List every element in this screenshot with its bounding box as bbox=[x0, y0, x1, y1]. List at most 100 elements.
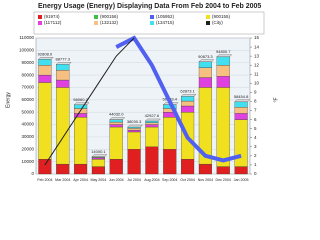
bar-segment bbox=[109, 124, 123, 128]
y2-tick-label: 5 bbox=[254, 126, 257, 131]
total-label: 58454.8 bbox=[234, 94, 249, 99]
total-label: 62873.1 bbox=[180, 88, 195, 93]
bar-segment bbox=[181, 159, 195, 175]
line-series bbox=[44, 37, 135, 166]
y-tick-label: 70000 bbox=[21, 85, 34, 90]
y2-tick-label: 2 bbox=[254, 153, 257, 158]
bar-segment bbox=[216, 166, 230, 175]
bar-segment bbox=[234, 113, 248, 120]
bar-segment bbox=[198, 67, 212, 78]
y-tick-label: 110000 bbox=[19, 35, 34, 40]
y2-tick-label: 4 bbox=[254, 135, 257, 140]
bar-segment bbox=[234, 119, 248, 167]
y2-tick-label: 15 bbox=[254, 35, 260, 40]
x-tick-label: Oct 2004 bbox=[180, 178, 195, 182]
bar-segment bbox=[127, 129, 141, 133]
total-label: 44032.0 bbox=[109, 112, 124, 117]
chart-title: Energy Usage (Energy) Displaying Data Fr… bbox=[38, 3, 261, 10]
plot-area bbox=[35, 37, 251, 175]
bar-top bbox=[145, 118, 161, 122]
bar-segment bbox=[198, 61, 212, 68]
y-tick-label: 30000 bbox=[21, 134, 34, 139]
y2-axis-label: °F bbox=[273, 97, 279, 102]
y-axis-label: Energy bbox=[5, 92, 11, 108]
bar-top bbox=[180, 94, 197, 97]
bar-top bbox=[55, 62, 72, 65]
y2-tick-label: 7 bbox=[254, 108, 257, 113]
bar-segment bbox=[127, 128, 141, 131]
y-tick-label: 90000 bbox=[21, 60, 34, 65]
y-tick-label: 100000 bbox=[19, 48, 35, 53]
y2-tick-label: 14 bbox=[254, 44, 260, 49]
legend-label: (132132) bbox=[100, 20, 119, 25]
y2-tick-label: 13 bbox=[254, 53, 260, 58]
bar-segment bbox=[145, 122, 159, 125]
y-tick-label: 0 bbox=[31, 171, 34, 176]
total-label: 14000.1 bbox=[91, 149, 106, 154]
bar-segment bbox=[216, 76, 230, 88]
bar-segment bbox=[234, 166, 248, 175]
bar-segment bbox=[56, 79, 70, 88]
y2-tick-label: 0 bbox=[254, 171, 257, 176]
bar-segment bbox=[127, 131, 141, 150]
y-tick-label: 60000 bbox=[21, 97, 34, 102]
total-label: 56060.2 bbox=[73, 97, 88, 102]
bar-segment bbox=[216, 87, 230, 167]
bar-segment bbox=[56, 64, 70, 71]
bar-segment bbox=[74, 163, 88, 175]
x-tick-label: Jun 2004 bbox=[109, 178, 124, 182]
bar-segment bbox=[38, 159, 52, 175]
x-tick-label: Nov 2004 bbox=[198, 178, 213, 182]
x-tick-label: Mar 2004 bbox=[55, 178, 70, 182]
legend-swatch bbox=[38, 15, 42, 19]
bar-segment bbox=[56, 87, 70, 165]
bar-segment bbox=[145, 120, 159, 123]
bar-segment bbox=[234, 101, 248, 108]
bar-segment bbox=[163, 116, 177, 150]
y-tick-label: 10000 bbox=[21, 159, 34, 164]
bar-segment bbox=[145, 126, 159, 147]
legend-swatch bbox=[38, 21, 42, 25]
total-label: 42927.6 bbox=[145, 113, 160, 118]
bar-segment bbox=[56, 163, 70, 175]
bar-segment bbox=[198, 77, 212, 88]
y2-tick-label: 8 bbox=[254, 99, 257, 104]
bar-top bbox=[127, 124, 143, 128]
legend-label: (900155) bbox=[212, 14, 231, 19]
bar-segment bbox=[181, 100, 195, 107]
legend-label: (City) bbox=[212, 20, 223, 25]
bar-top bbox=[234, 99, 250, 102]
bar-segment bbox=[38, 65, 52, 76]
bar-segment bbox=[74, 104, 88, 109]
bar-segment bbox=[181, 96, 195, 102]
legend-swatch bbox=[150, 15, 154, 19]
y2-tick-label: 3 bbox=[254, 144, 257, 149]
y2-tick-label: 1 bbox=[254, 162, 257, 167]
bar-segment bbox=[38, 74, 52, 83]
y-tick-label: 20000 bbox=[21, 146, 34, 151]
x-tick-label: May 2004 bbox=[91, 178, 107, 182]
y-tick-label: 50000 bbox=[21, 109, 34, 114]
legend-label: (105952) bbox=[156, 14, 175, 19]
bar-segment bbox=[216, 56, 230, 66]
bar-segment bbox=[38, 59, 52, 66]
bar-segment bbox=[56, 69, 70, 81]
legend-swatch bbox=[94, 21, 98, 25]
legend-swatch bbox=[206, 15, 210, 19]
legend-label: (91974) bbox=[44, 14, 60, 19]
y2-tick-label: 6 bbox=[254, 117, 257, 122]
x-tick-label: Jul 2004 bbox=[127, 178, 141, 182]
bar-segment bbox=[234, 107, 248, 114]
x-tick-label: Apr 2004 bbox=[73, 178, 88, 182]
x-tick-label: Aug 2004 bbox=[144, 178, 159, 182]
line-series bbox=[115, 35, 242, 163]
legend-swatch bbox=[94, 15, 98, 19]
y2-tick-label: 10 bbox=[254, 81, 260, 86]
x-tick-label: Feb 2004 bbox=[37, 178, 52, 182]
bar-segment bbox=[198, 163, 212, 175]
bar-top bbox=[198, 59, 215, 62]
total-label: 94800.7 bbox=[216, 49, 231, 54]
bar-segment bbox=[74, 116, 88, 165]
total-label: 88777.3 bbox=[56, 56, 71, 61]
x-tick-label: Dec 2004 bbox=[216, 178, 231, 182]
